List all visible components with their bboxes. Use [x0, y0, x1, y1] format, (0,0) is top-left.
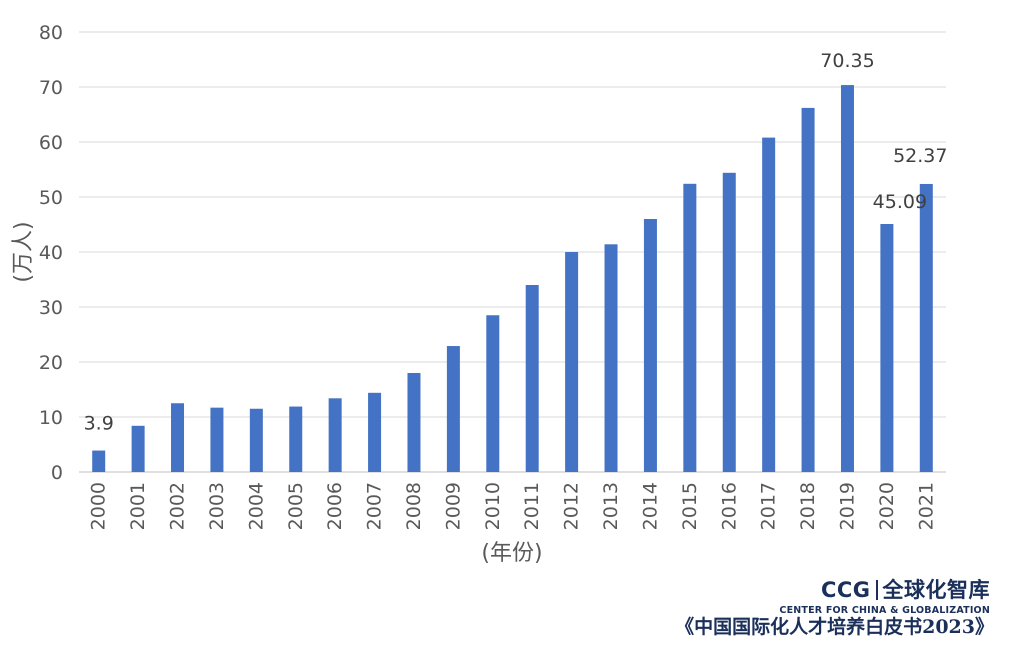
y-tick-label: 50	[39, 187, 63, 209]
bar-2016	[722, 172, 736, 473]
x-tick-label: 2018	[797, 482, 819, 530]
y-tick-label: 30	[39, 297, 63, 319]
x-tick-label: 2019	[836, 482, 858, 530]
y-tick-label: 80	[39, 22, 63, 44]
x-tick-label: 2002	[167, 482, 189, 530]
x-tick-label: 2007	[364, 482, 386, 530]
x-tick-label: 2012	[561, 482, 583, 530]
bar-2004	[249, 408, 263, 472]
bar-2001	[131, 425, 145, 472]
bar-2015	[683, 183, 697, 473]
bar-2018	[801, 107, 815, 473]
y-axis-ticks: 0 10 20 30 40 50 60 70 80	[39, 22, 63, 484]
bar-2003	[210, 407, 224, 472]
x-tick-label: 2008	[403, 482, 425, 530]
bar-2002	[171, 403, 185, 472]
x-tick-label: 2021	[915, 482, 937, 530]
y-tick-label: 60	[39, 132, 63, 154]
x-tick-label: 2005	[285, 482, 307, 530]
bar-2006	[328, 398, 342, 472]
ccg-logo: CCG 全球化智库 CENTER FOR CHINA & GLOBALIZATIO…	[779, 574, 990, 616]
bar-2017	[762, 137, 776, 472]
x-tick-label: 2017	[758, 482, 780, 530]
x-tick-label: 2006	[324, 482, 346, 530]
x-axis-title: (年份)	[481, 541, 542, 566]
bar-2010	[486, 315, 500, 472]
x-tick-label: 2009	[442, 482, 464, 530]
bar-2007	[368, 392, 382, 472]
bar-2008	[407, 373, 421, 472]
y-axis-title: (万人)	[11, 221, 36, 282]
x-tick-label: 2010	[482, 482, 504, 530]
logo-divider	[875, 580, 878, 600]
x-tick-label: 2015	[679, 482, 701, 530]
logo-ccg-text: CCG	[820, 578, 871, 602]
bar-2013	[604, 244, 618, 472]
bar-2012	[565, 252, 579, 472]
logo-cn-text: 全球化智库	[882, 578, 990, 602]
data-label-2020: 45.09	[873, 191, 927, 213]
x-tick-label: 2004	[245, 482, 267, 530]
x-tick-label: 2016	[718, 482, 740, 530]
data-label-2000: 3.9	[84, 413, 114, 435]
y-tick-label: 70	[39, 77, 63, 99]
bar-2020	[880, 224, 894, 472]
y-tick-label: 20	[39, 352, 63, 374]
x-tick-label: 2001	[127, 482, 149, 530]
y-tick-label: 0	[51, 462, 63, 484]
data-label-2021: 52.37	[893, 145, 947, 167]
y-tick-label: 40	[39, 242, 63, 264]
bar-2000	[92, 450, 106, 472]
x-tick-label: 2011	[521, 482, 543, 530]
gridlines	[79, 31, 946, 473]
x-axis-ticks: 2000 2001 2002 2003 2004 2005 2006 2007 2008 2009…	[88, 482, 938, 530]
data-labels: 3.9 70.35 45.09 52.37	[84, 50, 948, 434]
bar-2005	[289, 406, 303, 472]
bar-2009	[446, 346, 460, 472]
x-tick-label: 2020	[876, 482, 898, 530]
bar-2014	[643, 219, 657, 472]
y-tick-label: 10	[39, 407, 63, 429]
x-tick-label: 2014	[639, 482, 661, 530]
x-tick-label: 2003	[206, 482, 228, 530]
bar-2021	[919, 183, 933, 472]
bar-2019	[840, 85, 854, 472]
bars	[92, 85, 933, 473]
x-tick-label: 2013	[600, 482, 622, 530]
bar-2011	[525, 285, 539, 472]
logo-en-text: CENTER FOR CHINA & GLOBALIZATION	[779, 605, 990, 616]
source-citation: 《中国国际化人才培养白皮书2023》	[675, 616, 994, 638]
x-tick-label: 2000	[88, 482, 110, 530]
data-label-2019: 70.35	[820, 50, 874, 72]
